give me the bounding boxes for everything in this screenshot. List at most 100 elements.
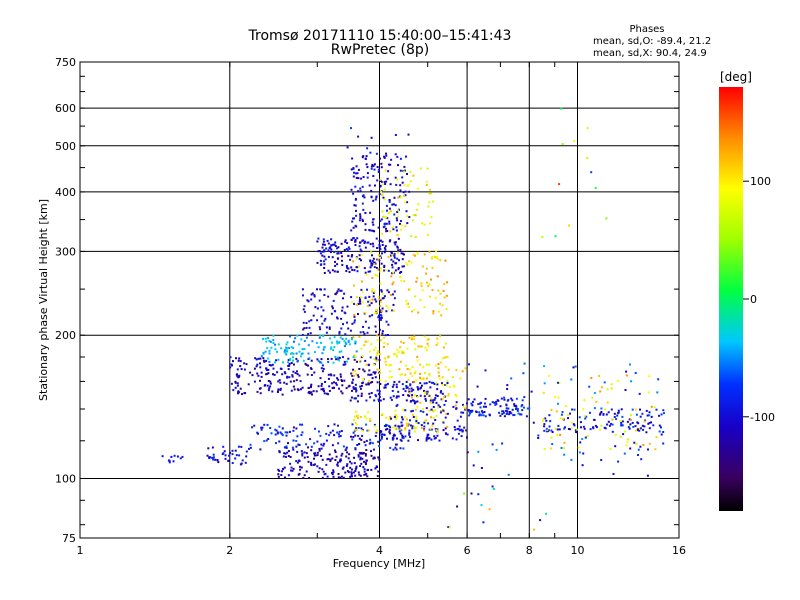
data-point — [390, 158, 393, 161]
data-point — [320, 288, 322, 291]
data-point — [539, 519, 542, 522]
data-point — [397, 209, 400, 212]
data-point — [370, 264, 373, 267]
data-point — [444, 384, 447, 386]
data-point — [373, 266, 376, 269]
data-point — [400, 439, 403, 442]
data-point — [407, 306, 410, 309]
data-point — [328, 389, 331, 392]
data-point — [277, 380, 280, 383]
data-point — [293, 340, 295, 343]
data-point — [408, 433, 411, 436]
data-point — [265, 439, 268, 442]
data-point — [415, 418, 418, 421]
data-point — [573, 140, 576, 143]
data-point — [413, 335, 416, 338]
data-point — [434, 296, 437, 299]
data-point — [416, 405, 419, 408]
data-point — [316, 358, 319, 361]
data-point — [398, 368, 401, 371]
data-point — [260, 428, 263, 431]
data-point — [277, 431, 279, 434]
data-point — [395, 396, 398, 399]
axis-ticks — [80, 62, 679, 538]
data-point — [330, 248, 333, 251]
data-point — [426, 435, 429, 438]
data-point — [420, 378, 423, 381]
data-point — [290, 389, 293, 392]
data-point — [369, 419, 372, 422]
data-point — [437, 363, 440, 366]
data-point — [236, 375, 239, 378]
data-point — [351, 254, 354, 256]
data-point — [613, 412, 616, 415]
data-point — [394, 134, 397, 136]
data-point — [383, 386, 386, 389]
data-point — [356, 360, 358, 363]
data-point — [388, 222, 391, 225]
data-point — [371, 298, 374, 301]
data-point — [323, 294, 326, 296]
data-point — [396, 395, 398, 398]
data-point — [288, 376, 291, 379]
data-point — [507, 473, 510, 476]
data-point — [395, 418, 397, 421]
data-point — [338, 387, 340, 390]
data-point — [492, 488, 495, 490]
data-point — [432, 312, 435, 315]
data-point — [394, 176, 397, 179]
data-point — [419, 363, 422, 366]
data-point — [408, 216, 411, 218]
data-point — [341, 338, 344, 340]
data-point — [292, 347, 295, 349]
data-point — [323, 243, 326, 246]
data-point — [355, 165, 358, 168]
data-point — [285, 346, 288, 349]
data-point — [397, 196, 400, 199]
data-point — [442, 290, 445, 292]
data-point — [375, 309, 378, 311]
data-point — [371, 314, 374, 317]
data-point — [599, 390, 602, 393]
data-point — [339, 336, 342, 339]
data-point — [388, 376, 391, 379]
data-point — [333, 434, 336, 437]
data-point — [292, 429, 295, 432]
data-point — [280, 368, 283, 370]
data-point — [244, 392, 247, 395]
data-point — [354, 239, 357, 242]
data-point — [286, 350, 289, 353]
data-point — [396, 427, 399, 430]
data-point — [379, 255, 382, 258]
data-point — [405, 262, 408, 265]
data-point — [645, 409, 648, 412]
data-point — [323, 288, 326, 291]
data-point — [378, 328, 381, 331]
data-point — [332, 349, 335, 351]
data-point — [447, 526, 450, 528]
data-point — [390, 398, 393, 401]
data-point — [395, 226, 398, 229]
data-point — [323, 392, 326, 395]
data-point — [444, 427, 447, 430]
data-point — [470, 402, 473, 405]
data-point — [398, 380, 401, 383]
data-point — [329, 251, 332, 254]
data-point — [380, 300, 382, 303]
data-point — [277, 390, 279, 393]
data-point — [435, 429, 438, 432]
data-point — [369, 211, 372, 214]
data-point — [301, 352, 304, 355]
data-point — [378, 445, 381, 447]
data-point — [462, 411, 465, 414]
data-point — [321, 364, 324, 367]
data-point — [409, 171, 412, 173]
data-point — [288, 358, 291, 361]
data-point — [422, 366, 425, 369]
data-point — [446, 382, 449, 384]
data-point — [551, 443, 554, 446]
data-point — [511, 408, 514, 411]
data-point — [319, 259, 322, 262]
data-point — [408, 432, 411, 435]
data-point — [270, 346, 273, 349]
